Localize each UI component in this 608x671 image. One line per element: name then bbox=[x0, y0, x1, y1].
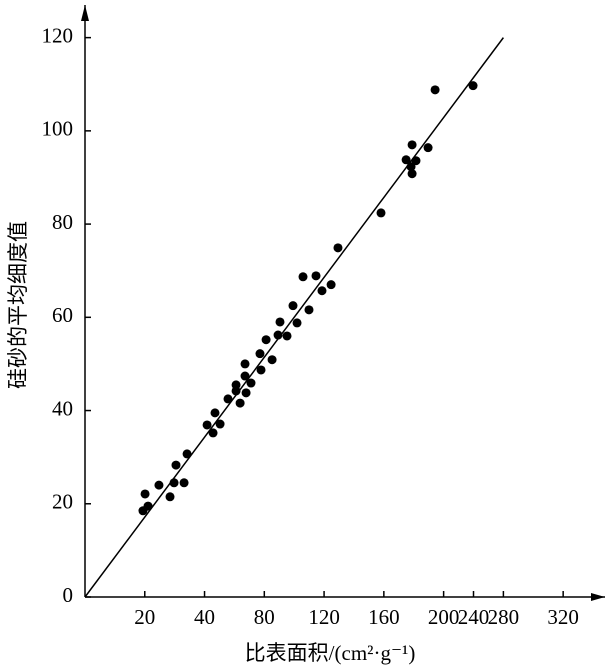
data-point bbox=[401, 155, 411, 165]
x-tick-label: 80 bbox=[254, 605, 275, 629]
data-point bbox=[210, 408, 220, 418]
data-point bbox=[267, 355, 277, 365]
data-point bbox=[169, 478, 179, 488]
data-point bbox=[154, 480, 164, 490]
data-point bbox=[304, 305, 314, 315]
data-point bbox=[140, 489, 150, 499]
x-tick-label: 320 bbox=[547, 605, 579, 629]
data-point bbox=[282, 331, 292, 341]
data-point bbox=[407, 169, 417, 179]
data-point bbox=[468, 81, 478, 91]
x-tick-label: 280 bbox=[488, 605, 520, 629]
y-tick-label: 80 bbox=[52, 210, 73, 234]
data-point bbox=[256, 365, 266, 375]
x-axis-label: 比表面积/(cm²·g⁻¹) bbox=[245, 641, 416, 665]
y-tick-label: 60 bbox=[52, 303, 73, 327]
data-point bbox=[215, 419, 225, 429]
x-tick-label: 40 bbox=[194, 605, 215, 629]
y-tick-label: 120 bbox=[42, 23, 74, 47]
data-point bbox=[406, 162, 416, 172]
data-point bbox=[317, 286, 327, 296]
data-point bbox=[171, 460, 181, 470]
x-tick-label: 160 bbox=[368, 605, 400, 629]
x-tick-label: 200 bbox=[428, 605, 460, 629]
data-point bbox=[241, 388, 251, 398]
y-tick-label: 0 bbox=[63, 583, 74, 607]
data-point bbox=[208, 428, 218, 438]
data-point bbox=[202, 420, 212, 430]
data-point bbox=[423, 143, 433, 153]
y-tick-label: 40 bbox=[52, 396, 73, 420]
data-point bbox=[179, 478, 189, 488]
data-point bbox=[165, 492, 175, 502]
data-point bbox=[138, 506, 148, 516]
data-point bbox=[411, 156, 421, 166]
data-point bbox=[231, 386, 241, 396]
data-point bbox=[288, 301, 298, 311]
x-axis-arrow bbox=[591, 593, 605, 601]
data-point bbox=[298, 272, 308, 282]
data-point bbox=[407, 140, 417, 150]
fit-line bbox=[84, 37, 504, 598]
data-point bbox=[275, 317, 285, 327]
data-point bbox=[311, 271, 321, 281]
data-point bbox=[255, 349, 265, 359]
data-point bbox=[240, 371, 250, 381]
data-point bbox=[273, 330, 283, 340]
data-point bbox=[430, 85, 440, 95]
data-point bbox=[235, 398, 245, 408]
data-point bbox=[333, 243, 343, 253]
y-axis-arrow bbox=[81, 5, 89, 21]
data-point bbox=[326, 280, 336, 290]
x-tick-label: 120 bbox=[308, 605, 340, 629]
data-point bbox=[223, 394, 233, 404]
data-point bbox=[261, 335, 271, 345]
data-point bbox=[240, 359, 250, 369]
y-tick-label: 20 bbox=[52, 490, 73, 514]
y-axis-label: 硅砂的平均细度值 bbox=[6, 221, 30, 389]
data-point bbox=[182, 449, 192, 459]
data-point bbox=[246, 378, 256, 388]
y-tick-label: 100 bbox=[42, 117, 74, 141]
data-point bbox=[376, 208, 386, 218]
x-tick-label: 240 bbox=[458, 605, 490, 629]
data-point bbox=[292, 318, 302, 328]
x-tick-label: 20 bbox=[134, 605, 155, 629]
